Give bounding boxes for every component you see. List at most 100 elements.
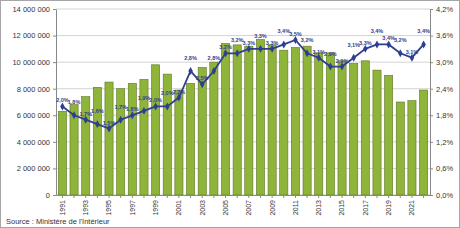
data-label: 3,4% [371, 28, 384, 34]
marker [235, 49, 240, 57]
tick-mark [120, 195, 121, 198]
x-tick: 2015 [338, 195, 345, 216]
x-tick: 1997 [129, 195, 136, 216]
grid-line [56, 9, 430, 10]
tick-mark [225, 195, 226, 198]
x-tick: 1993 [82, 195, 89, 216]
bar [338, 61, 346, 195]
tick-label: 1993 [82, 200, 89, 216]
tick-label: 2013 [315, 200, 322, 216]
data-label: 3,4% [417, 28, 430, 34]
x-axis: 1991199319951997199920012003200520072009… [57, 195, 431, 216]
data-label: 3,2% [219, 44, 232, 50]
marker [130, 111, 135, 119]
marker [83, 116, 88, 124]
grid-line [56, 62, 430, 63]
bar [326, 53, 334, 195]
marker [212, 67, 217, 75]
marker [363, 45, 368, 53]
tick-label: 2009 [269, 200, 276, 216]
tick-mark [376, 195, 377, 198]
tick-mark [155, 195, 156, 198]
tick-mark [53, 168, 56, 169]
bar [396, 102, 404, 195]
y-tick: 6 000 000 [17, 111, 56, 120]
x-tick [190, 195, 191, 198]
tick-label: 2021 [408, 200, 415, 216]
bar [280, 50, 288, 195]
tick-label: 0,0% [436, 191, 453, 200]
tick-mark [295, 195, 296, 198]
bar [245, 46, 253, 195]
tick-mark [248, 195, 249, 198]
tick-mark [213, 195, 214, 198]
tick-label: 6 000 000 [17, 111, 50, 120]
tick-mark [85, 195, 86, 198]
tick-mark [430, 36, 433, 37]
tick-label: 1,8% [436, 111, 453, 120]
tick-label: 2017 [362, 200, 369, 216]
grid-line [56, 35, 430, 36]
tick-mark [53, 9, 56, 10]
y-tick: 8 000 000 [17, 85, 56, 94]
tick-mark [178, 195, 179, 198]
y2-tick: 4,2% [430, 5, 453, 14]
bar [198, 67, 206, 195]
data-label: 3,2% [301, 37, 314, 43]
axis-line [430, 10, 431, 196]
x-tick: 1999 [152, 195, 159, 216]
tick-label: 0,6% [436, 164, 453, 173]
data-label: 2,9% [324, 51, 337, 57]
bar [186, 83, 194, 195]
marker [340, 63, 345, 71]
tick-mark [318, 195, 319, 198]
y2-tick: 1,2% [430, 138, 453, 147]
x-tick: 2019 [385, 195, 392, 216]
tick-mark [411, 195, 412, 198]
tick-mark [330, 195, 331, 198]
data-label: 2,0% [149, 97, 162, 103]
x-tick: 1995 [105, 195, 112, 216]
data-label: 3,1% [406, 49, 419, 55]
tick-label: 1995 [105, 200, 112, 216]
x-tick [213, 195, 214, 198]
data-label: 1,8% [68, 99, 81, 105]
y2-tick: 2,4% [430, 85, 453, 94]
tick-label: 0 [46, 191, 50, 200]
bar [385, 75, 393, 195]
marker [60, 102, 65, 110]
x-tick: 1991 [59, 195, 66, 216]
tick-label: 1997 [129, 200, 136, 216]
chart-frame [1, 1, 460, 228]
bar [303, 46, 311, 195]
tick-mark [53, 36, 56, 37]
x-tick [120, 195, 121, 198]
x-tick [423, 195, 424, 198]
bar [175, 90, 183, 195]
data-label: 1,6% [91, 108, 104, 114]
tick-label: 12 000 000 [12, 31, 50, 40]
x-tick: 2009 [269, 195, 276, 216]
bar [373, 70, 381, 195]
marker [142, 107, 147, 115]
y-tick: 2 000 000 [17, 164, 56, 173]
tick-mark [283, 195, 284, 198]
tick-mark [53, 115, 56, 116]
marker [223, 49, 228, 57]
tick-mark [62, 195, 63, 198]
line [62, 40, 423, 129]
y-axis: 02 000 0004 000 0006 000 0008 000 00010 … [12, 5, 56, 200]
tick-label: 1991 [59, 200, 66, 216]
x-tick: 2021 [408, 195, 415, 216]
tick-label: 2,4% [436, 85, 453, 94]
tick-mark [260, 195, 261, 198]
tick-mark [365, 195, 366, 198]
x-tick [307, 195, 308, 198]
tick-mark [423, 195, 424, 198]
marker [421, 40, 426, 48]
tick-label: 1,2% [436, 138, 453, 147]
marker [375, 40, 380, 48]
data-label: 2,2% [173, 89, 186, 95]
marker [200, 80, 205, 88]
tick-mark [53, 62, 56, 63]
